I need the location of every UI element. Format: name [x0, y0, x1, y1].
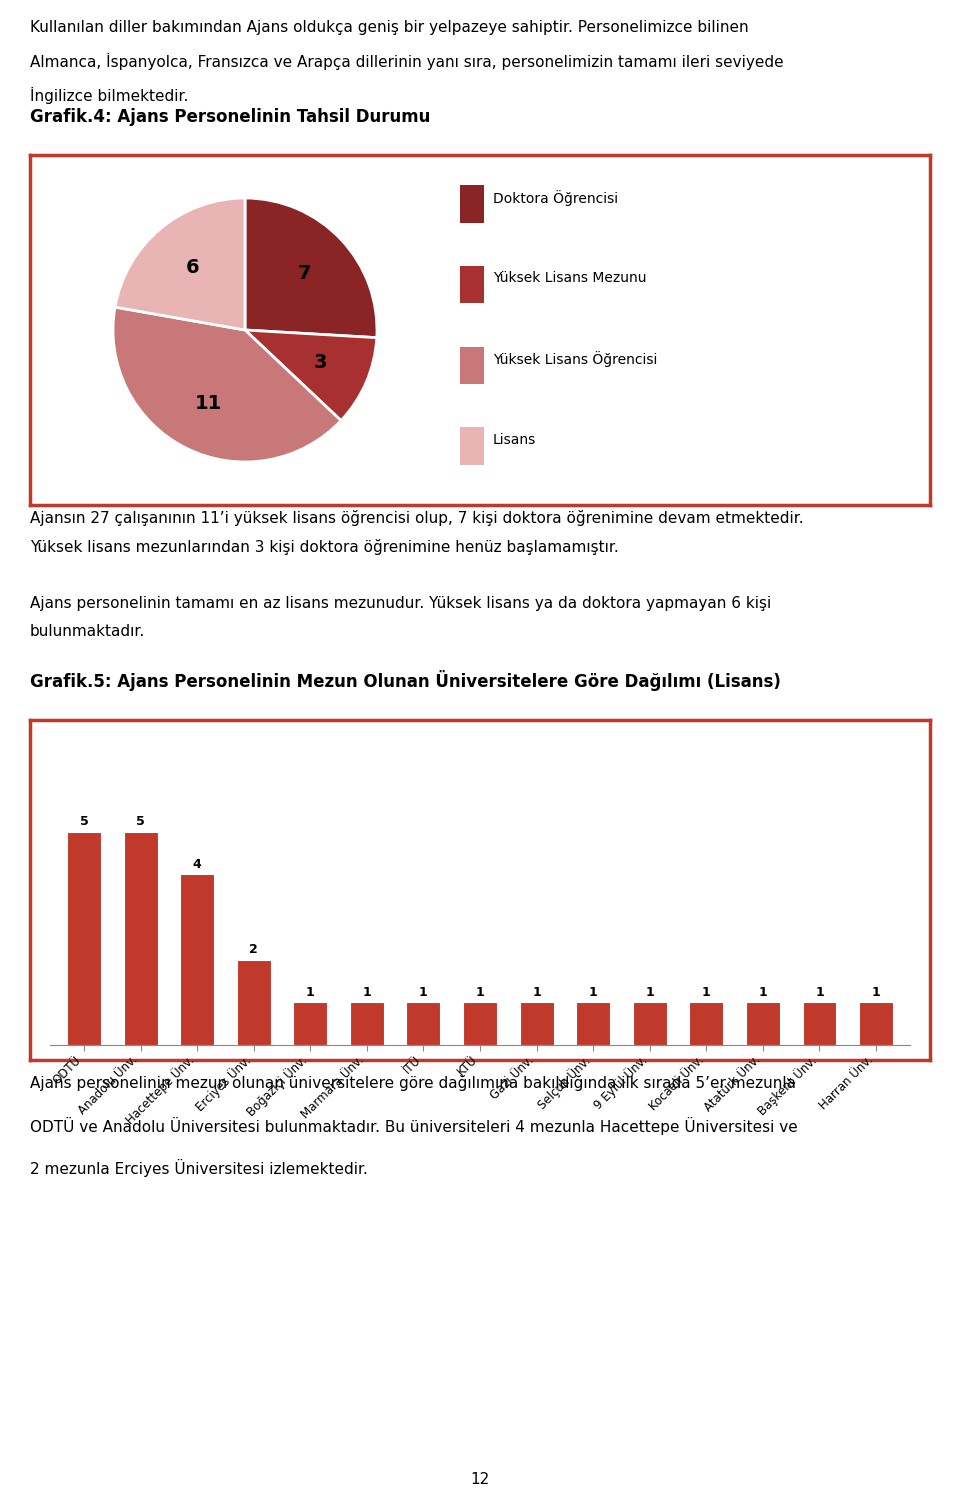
Text: Yüksek Lisans Öğrencisi: Yüksek Lisans Öğrencisi — [493, 351, 658, 367]
Text: Grafik.4: Ajans Personelinin Tahsil Durumu: Grafik.4: Ajans Personelinin Tahsil Duru… — [30, 108, 430, 127]
Text: 12: 12 — [470, 1473, 490, 1488]
Bar — [859, 1003, 893, 1045]
Bar — [803, 1003, 836, 1045]
Text: bulunmaktadır.: bulunmaktadır. — [30, 625, 145, 640]
Text: İngilizce bilmektedir.: İngilizce bilmektedir. — [30, 86, 188, 104]
Bar — [460, 267, 484, 303]
Text: 4: 4 — [193, 858, 202, 870]
Text: 11: 11 — [195, 393, 222, 413]
Bar — [463, 1003, 497, 1045]
Wedge shape — [245, 330, 376, 420]
Bar — [576, 1003, 611, 1045]
Bar — [180, 875, 214, 1045]
Text: 1: 1 — [420, 986, 428, 998]
Text: 1: 1 — [363, 986, 372, 998]
Text: 5: 5 — [136, 815, 145, 828]
Bar — [67, 831, 101, 1045]
Text: 2: 2 — [250, 943, 258, 956]
Text: 1: 1 — [475, 986, 485, 998]
Text: Yüksek lisans mezunlarından 3 kişi doktora öğrenimine henüz başlamamıştır.: Yüksek lisans mezunlarından 3 kişi dokto… — [30, 539, 619, 554]
Bar — [746, 1003, 780, 1045]
Bar — [460, 428, 484, 464]
Text: 1: 1 — [758, 986, 767, 998]
Text: Ajans personelinin tamamı en az lisans mezunudur. Yüksek lisans ya da doktora ya: Ajans personelinin tamamı en az lisans m… — [30, 596, 771, 611]
Text: Lisans: Lisans — [493, 432, 537, 447]
Wedge shape — [113, 307, 341, 462]
Text: 7: 7 — [298, 265, 311, 283]
Text: 1: 1 — [872, 986, 880, 998]
Bar — [519, 1003, 554, 1045]
Text: Doktora Öğrencisi: Doktora Öğrencisi — [493, 190, 618, 206]
Text: Almanca, İspanyolca, Fransızca ve Arapça dillerinin yanı sıra, personelimizin ta: Almanca, İspanyolca, Fransızca ve Arapça… — [30, 53, 783, 71]
Bar — [460, 185, 484, 223]
Bar — [689, 1003, 723, 1045]
Bar — [237, 959, 271, 1045]
Text: Ajans personelinin mezun olunan üniversitelere göre dağılımına bakıldığında ilk : Ajans personelinin mezun olunan üniversi… — [30, 1075, 796, 1090]
Wedge shape — [115, 197, 245, 330]
Text: 2 mezunla Erciyes Üniversitesi izlemektedir.: 2 mezunla Erciyes Üniversitesi izlemekte… — [30, 1160, 368, 1178]
Text: 1: 1 — [306, 986, 315, 998]
Bar — [460, 346, 484, 384]
Text: Grafik.5: Ajans Personelinin Mezun Olunan Üniversitelere Göre Dağılımı (Lisans): Grafik.5: Ajans Personelinin Mezun Oluna… — [30, 670, 780, 691]
Bar — [124, 831, 157, 1045]
Text: Ajansın 27 çalışanının 11’i yüksek lisans öğrencisi olup, 7 kişi doktora öğrenim: Ajansın 27 çalışanının 11’i yüksek lisan… — [30, 511, 804, 526]
Text: 1: 1 — [702, 986, 710, 998]
Bar — [294, 1003, 327, 1045]
Bar — [633, 1003, 666, 1045]
Text: 1: 1 — [588, 986, 597, 998]
Text: 5: 5 — [80, 815, 88, 828]
Text: Yüksek Lisans Mezunu: Yüksek Lisans Mezunu — [493, 271, 646, 286]
Text: 6: 6 — [185, 258, 200, 277]
Bar — [406, 1003, 441, 1045]
Bar — [349, 1003, 384, 1045]
Wedge shape — [245, 197, 377, 337]
Text: Kullanılan diller bakımından Ajans oldukça geniş bir yelpazeye sahiptir. Persone: Kullanılan diller bakımından Ajans olduk… — [30, 20, 749, 35]
Text: 3: 3 — [313, 352, 327, 372]
Text: 1: 1 — [815, 986, 824, 998]
Text: ODTÜ ve Anadolu Üniversitesi bulunmaktadır. Bu üniversiteleri 4 mezunla Hacettep: ODTÜ ve Anadolu Üniversitesi bulunmaktad… — [30, 1117, 798, 1136]
Text: 1: 1 — [645, 986, 654, 998]
Text: 1: 1 — [532, 986, 540, 998]
